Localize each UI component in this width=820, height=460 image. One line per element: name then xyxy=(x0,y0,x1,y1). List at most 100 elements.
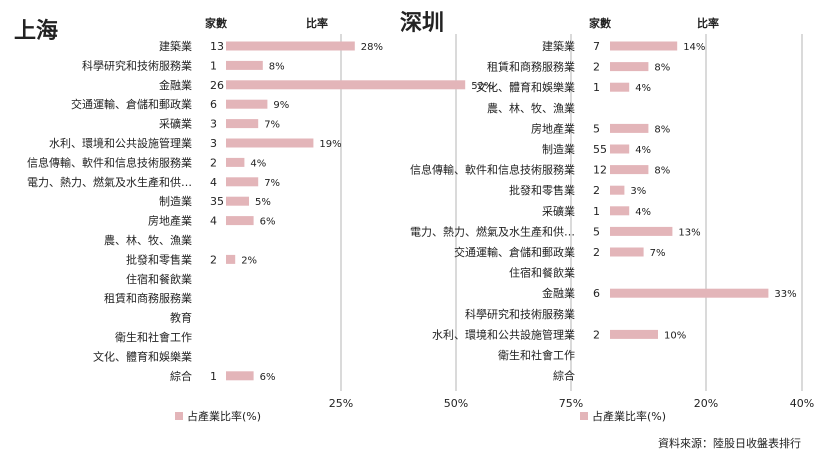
shanghai-bar xyxy=(226,177,259,187)
shenzhen-category-label: 租賃和商務服務業 xyxy=(487,60,575,74)
shenzhen-category-label: 電力、熱力、燃氣及水生產和供… xyxy=(410,224,575,238)
shanghai-count-label: 1 xyxy=(210,370,217,383)
shanghai-category-label: 電力、熱力、燃氣及水生產和供… xyxy=(27,175,192,189)
shenzhen-count-label: 5 xyxy=(593,122,600,135)
shanghai-bar xyxy=(226,196,249,206)
shenzhen-bar xyxy=(610,206,630,216)
shanghai-legend-swatch xyxy=(175,412,183,420)
shanghai-category-label: 文化、體育和娛樂業 xyxy=(93,349,192,363)
shenzhen-count-label: 1 xyxy=(593,205,600,218)
shanghai-category-label: 農、林、牧、漁業 xyxy=(104,233,192,247)
shenzhen-bar xyxy=(610,185,625,195)
shanghai-value-label: 28% xyxy=(361,42,383,53)
shanghai-value-label: 19% xyxy=(319,139,341,150)
shanghai-category-label: 綜合 xyxy=(170,369,192,383)
shanghai-value-label: 9% xyxy=(273,100,289,111)
shanghai-category-label: 采礦業 xyxy=(159,117,192,131)
shenzhen-legend-label: 占產業比率(%) xyxy=(592,409,666,423)
shenzhen-value-label: 7% xyxy=(650,248,666,259)
shanghai-value-label: 7% xyxy=(264,120,280,131)
shanghai-category-label: 信息傳輸、軟件和信息技術服務業 xyxy=(27,155,192,169)
shenzhen-bar xyxy=(610,288,769,298)
shanghai-chart-title: 上海 xyxy=(14,18,58,44)
shanghai-value-label: 8% xyxy=(269,61,285,72)
shanghai-category-label: 交通運輸、倉儲和郵政業 xyxy=(71,97,192,111)
shenzhen-category-label: 信息傳輸、軟件和信息技術服務業 xyxy=(410,163,575,177)
shanghai-value-label: 2% xyxy=(241,255,257,266)
shenzhen-value-label: 4% xyxy=(635,207,651,218)
shanghai-category-label: 租賃和商務服務業 xyxy=(104,291,192,305)
shenzhen-count-label: 12 xyxy=(593,164,607,177)
shanghai-ratio-header: 比率 xyxy=(306,16,328,30)
shanghai-bar xyxy=(226,119,259,129)
shenzhen-count-label: 7 xyxy=(593,40,600,53)
shenzhen-category-label: 文化、體育和娛樂業 xyxy=(476,80,575,94)
shenzhen-bar xyxy=(610,247,644,257)
shanghai-category-label: 教育 xyxy=(170,311,192,325)
shanghai-count-label: 35 xyxy=(210,195,224,208)
shanghai-value-label: 6% xyxy=(260,372,276,383)
shenzhen-value-label: 8% xyxy=(654,166,670,177)
shenzhen-tick-label: 40% xyxy=(790,397,814,410)
shanghai-tick-label: 50% xyxy=(444,397,468,410)
shanghai-bar xyxy=(226,138,314,148)
shanghai-bar xyxy=(226,216,254,226)
shanghai-bar xyxy=(226,99,268,109)
shanghai-count-label: 13 xyxy=(210,40,224,53)
shanghai-bar xyxy=(226,41,355,51)
shanghai-count-label: 4 xyxy=(210,215,217,228)
shanghai-category-label: 住宿和餐飲業 xyxy=(126,272,192,286)
shanghai-count-label: 3 xyxy=(210,137,217,150)
shanghai-bar xyxy=(226,80,466,90)
shenzhen-legend-swatch xyxy=(580,412,588,420)
shenzhen-value-label: 8% xyxy=(654,63,670,74)
shenzhen-category-label: 交通運輸、倉儲和郵政業 xyxy=(454,245,575,259)
shenzhen-count-header: 家數 xyxy=(589,16,611,30)
shenzhen-category-label: 綜合 xyxy=(553,369,575,383)
shenzhen-value-label: 13% xyxy=(678,227,700,238)
shenzhen-chart: 20% 40%建築業 7 14%租賃和商務服務業 2 8%文化、體育和娛樂業 1 4%農、林、… xyxy=(410,34,814,423)
shanghai-category-label: 金融業 xyxy=(159,78,192,92)
shenzhen-chart-title: 深圳 xyxy=(400,11,444,36)
shenzhen-category-label: 批發和零售業 xyxy=(509,183,575,197)
shanghai-count-label: 1 xyxy=(210,59,217,72)
shanghai-count-label: 26 xyxy=(210,79,224,92)
shanghai-category-label: 衛生和社會工作 xyxy=(115,330,192,344)
shanghai-tick-label: 25% xyxy=(329,397,353,410)
shenzhen-value-label: 33% xyxy=(774,289,796,300)
shenzhen-bar xyxy=(610,123,649,133)
shenzhen-value-label: 10% xyxy=(664,330,686,341)
shanghai-category-label: 建築業 xyxy=(159,39,192,53)
shenzhen-category-label: 水利、環境和公共設施管理業 xyxy=(432,327,575,341)
shenzhen-bar xyxy=(610,62,649,72)
shenzhen-count-label: 55 xyxy=(593,143,607,156)
shenzhen-value-label: 4% xyxy=(635,83,651,94)
shanghai-value-label: 6% xyxy=(260,217,276,228)
shenzhen-category-label: 衛生和社會工作 xyxy=(498,348,575,362)
shenzhen-count-label: 2 xyxy=(593,184,600,197)
shenzhen-ratio-header: 比率 xyxy=(697,16,719,30)
shenzhen-count-label: 2 xyxy=(593,246,600,259)
shanghai-count-label: 3 xyxy=(210,118,217,131)
shanghai-category-label: 制造業 xyxy=(159,194,192,208)
shanghai-category-label: 房地產業 xyxy=(148,214,192,228)
shenzhen-bar xyxy=(610,165,649,175)
shenzhen-bar xyxy=(610,226,673,236)
shenzhen-category-label: 金融業 xyxy=(542,286,575,300)
shanghai-category-label: 批發和零售業 xyxy=(126,252,192,266)
shenzhen-category-label: 采礦業 xyxy=(542,204,575,218)
shanghai-count-label: 6 xyxy=(210,98,217,111)
shanghai-value-label: 4% xyxy=(250,158,266,169)
shanghai-category-label: 水利、環境和公共設施管理業 xyxy=(49,136,192,150)
shenzhen-category-label: 房地產業 xyxy=(531,121,575,135)
shenzhen-count-label: 2 xyxy=(593,328,600,341)
shenzhen-bar xyxy=(610,82,630,92)
shanghai-count-header: 家數 xyxy=(205,16,227,30)
shenzhen-count-label: 2 xyxy=(593,61,600,74)
shenzhen-category-label: 科學研究和技術服務業 xyxy=(465,307,575,321)
shenzhen-value-label: 14% xyxy=(683,42,705,53)
shenzhen-category-label: 建築業 xyxy=(542,39,575,53)
shenzhen-category-label: 農、林、牧、漁業 xyxy=(487,101,575,115)
shenzhen-count-label: 5 xyxy=(593,225,600,238)
